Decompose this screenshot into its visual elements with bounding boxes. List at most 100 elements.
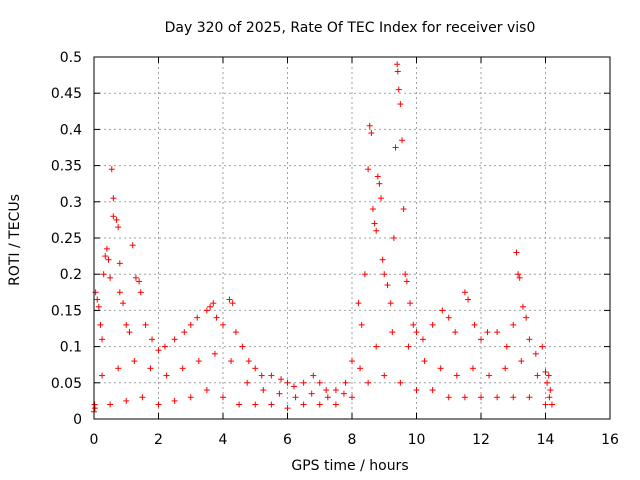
data-point <box>548 401 555 408</box>
data-point <box>139 394 146 401</box>
data-point <box>258 372 265 379</box>
data-point <box>400 206 407 213</box>
y-tick-label: 0.45 <box>51 86 82 102</box>
data-point <box>445 314 452 321</box>
data-point <box>394 68 401 75</box>
data-point <box>108 166 115 173</box>
data-point <box>94 296 101 303</box>
data-point <box>513 249 520 256</box>
y-tick-label: 0.1 <box>60 340 82 356</box>
data-point <box>545 372 552 379</box>
data-point <box>516 274 523 281</box>
data-point <box>116 289 123 296</box>
data-point <box>471 321 478 328</box>
data-point <box>110 195 117 202</box>
data-point <box>523 314 530 321</box>
data-point <box>181 329 188 336</box>
x-tick-label: 14 <box>537 432 555 448</box>
data-point <box>397 379 404 386</box>
data-point <box>203 387 210 394</box>
data-point <box>115 224 122 231</box>
data-point <box>171 336 178 343</box>
data-point <box>207 303 214 310</box>
data-point <box>355 300 362 307</box>
data-point <box>381 372 388 379</box>
data-point <box>542 368 549 375</box>
data-point <box>171 397 178 404</box>
data-point <box>469 365 476 372</box>
data-point <box>149 336 156 343</box>
data-point <box>142 321 149 328</box>
data-point <box>123 397 130 404</box>
data-point <box>378 195 385 202</box>
y-tick-label: 0.5 <box>60 50 82 66</box>
data-point <box>376 180 383 187</box>
data-point <box>110 213 117 220</box>
data-point <box>129 242 136 249</box>
data-point <box>100 271 107 278</box>
x-tick-label: 16 <box>601 432 619 448</box>
data-point <box>368 130 375 137</box>
data-point <box>226 296 233 303</box>
data-point <box>268 401 275 408</box>
data-point <box>300 401 307 408</box>
x-tick-label: 2 <box>154 432 163 448</box>
data-point <box>410 321 417 328</box>
data-point <box>403 278 410 285</box>
data-point <box>91 405 98 412</box>
data-point <box>366 122 373 129</box>
data-point <box>452 329 459 336</box>
data-point <box>179 365 186 372</box>
data-point <box>123 321 130 328</box>
data-point <box>195 358 202 365</box>
data-point <box>203 307 210 314</box>
data-point <box>413 329 420 336</box>
x-tick-label: 10 <box>408 432 426 448</box>
data-point <box>394 61 401 68</box>
data-point <box>429 321 436 328</box>
data-point <box>332 387 339 394</box>
data-point <box>349 358 355 365</box>
data-point <box>211 350 218 357</box>
y-tick-label: 0.3 <box>60 195 82 211</box>
data-point <box>547 387 554 394</box>
data-point <box>228 358 235 365</box>
data-point <box>398 137 405 144</box>
data-point <box>407 300 414 307</box>
y-tick-label: 0.05 <box>51 376 82 392</box>
data-point <box>252 401 259 408</box>
data-point <box>116 260 123 267</box>
data-point <box>342 379 349 386</box>
data-point <box>478 394 484 401</box>
data-point <box>115 365 122 372</box>
data-point <box>532 350 539 357</box>
chart-title: Day 320 of 2025, Rate Of TEC Index for r… <box>165 20 536 36</box>
data-point <box>236 401 243 408</box>
data-point <box>244 379 251 386</box>
data-point <box>284 379 291 386</box>
data-point <box>97 321 104 328</box>
y-tick-label: 0.2 <box>60 267 82 283</box>
data-point <box>546 394 553 401</box>
data-point <box>379 256 386 263</box>
data-point <box>290 383 297 390</box>
data-point <box>461 289 468 296</box>
data-point <box>395 86 402 93</box>
data-point <box>239 343 246 350</box>
data-points <box>91 61 555 415</box>
data-point <box>310 372 317 379</box>
data-point <box>365 166 372 173</box>
data-point <box>392 144 399 151</box>
data-point <box>107 274 114 281</box>
data-point <box>194 314 201 321</box>
data-point <box>486 372 493 379</box>
data-point <box>402 271 409 278</box>
data-point <box>220 394 226 401</box>
y-axis-label: ROTI / TECUs <box>7 194 23 286</box>
data-point <box>519 303 526 310</box>
data-point <box>387 300 394 307</box>
data-point <box>102 253 109 260</box>
data-point <box>494 394 501 401</box>
data-point <box>544 379 551 386</box>
